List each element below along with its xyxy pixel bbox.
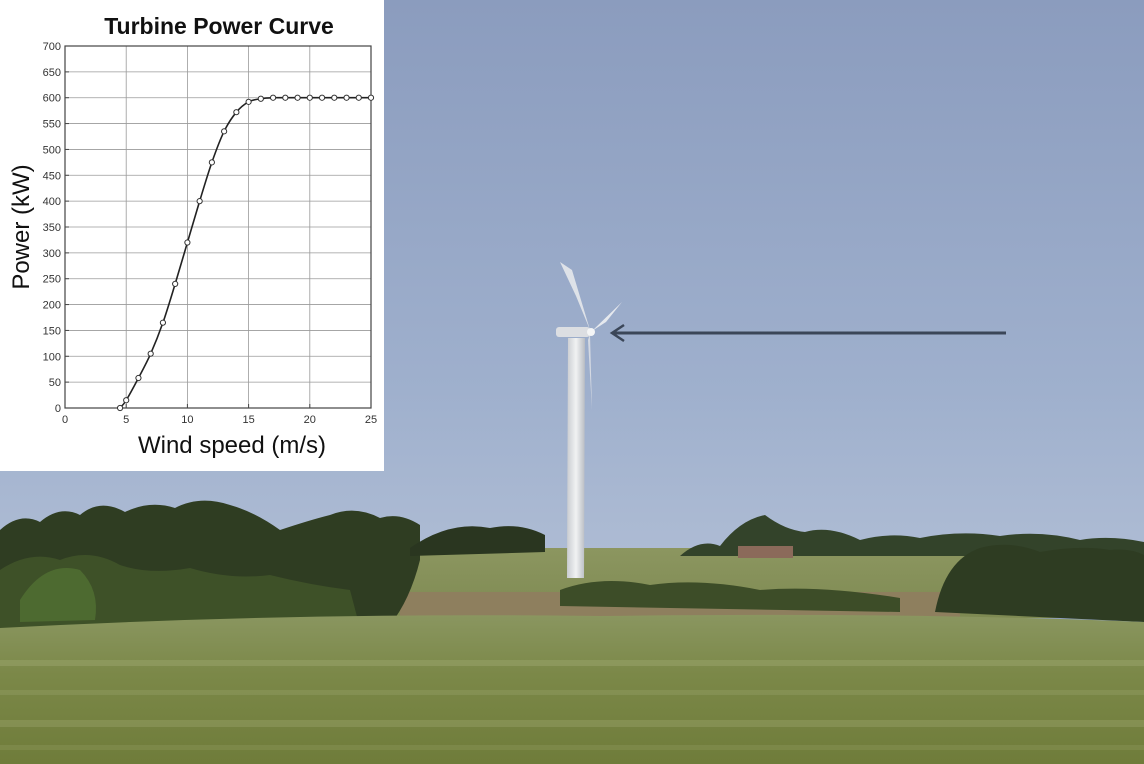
y-axis-label: Power (kW) [8,164,35,289]
y-tick-label: 500 [43,144,61,156]
y-tick-label: 700 [43,41,61,53]
x-tick-label: 0 [62,414,68,426]
pointer-arrow [609,323,1006,343]
y-tick-label: 600 [43,93,61,105]
y-tick-label: 550 [43,119,61,131]
data-point [208,159,215,166]
y-tick-label: 250 [43,274,61,286]
y-tick-label: 450 [43,170,61,182]
right-treeline [560,515,1144,622]
data-point [282,94,289,101]
data-point [245,98,252,105]
power-curve-chart-panel: Turbine Power Curve 0 50 100 150 200 250 300 35… [0,0,384,471]
y-tick-label: 100 [43,351,61,363]
data-point [123,397,130,404]
x-tick-label: 20 [304,414,316,426]
x-tick-label: 5 [123,414,129,426]
y-tick-label: 650 [43,67,61,79]
data-point [221,128,228,135]
foreground-field [0,614,1144,764]
y-tick-label: 300 [43,248,61,260]
tick-labels: 0501001502002503003504004505005506006507… [43,41,377,426]
y-tick-label: 350 [43,222,61,234]
data-point [184,239,191,246]
y-tick-label: 0 [55,403,61,415]
data-point [367,94,375,101]
x-tick-label: 15 [242,414,254,426]
x-axis-label: Wind speed (m/s) [138,432,326,459]
data-point [257,95,264,102]
grid-layer [64,45,372,409]
y-tick-label: 200 [43,300,61,312]
data-point [196,198,203,205]
power-curve-chart: Turbine Power Curve 05010015020025030035… [8,13,377,459]
x-tick-label: 25 [365,414,377,426]
power-curve-line [119,96,371,409]
data-point [355,94,362,101]
left-treeline [0,500,545,632]
x-tick-label: 10 [181,414,193,426]
y-tick-label: 400 [43,196,61,208]
data-point [343,94,350,101]
data-markers [116,94,375,412]
data-point [233,109,240,116]
data-point [172,280,179,287]
data-point [135,374,142,382]
y-tick-label: 150 [43,325,61,337]
data-point [318,94,326,101]
data-point [269,94,277,101]
chart-title: Turbine Power Curve [104,13,334,39]
data-point [147,350,154,357]
data-point [116,404,124,412]
y-tick-label: 50 [49,377,61,389]
data-point [294,94,301,101]
data-point [159,319,167,326]
data-point [331,94,338,101]
data-point [306,94,313,101]
grass-texture [0,660,1144,750]
wind-turbine [556,262,622,578]
